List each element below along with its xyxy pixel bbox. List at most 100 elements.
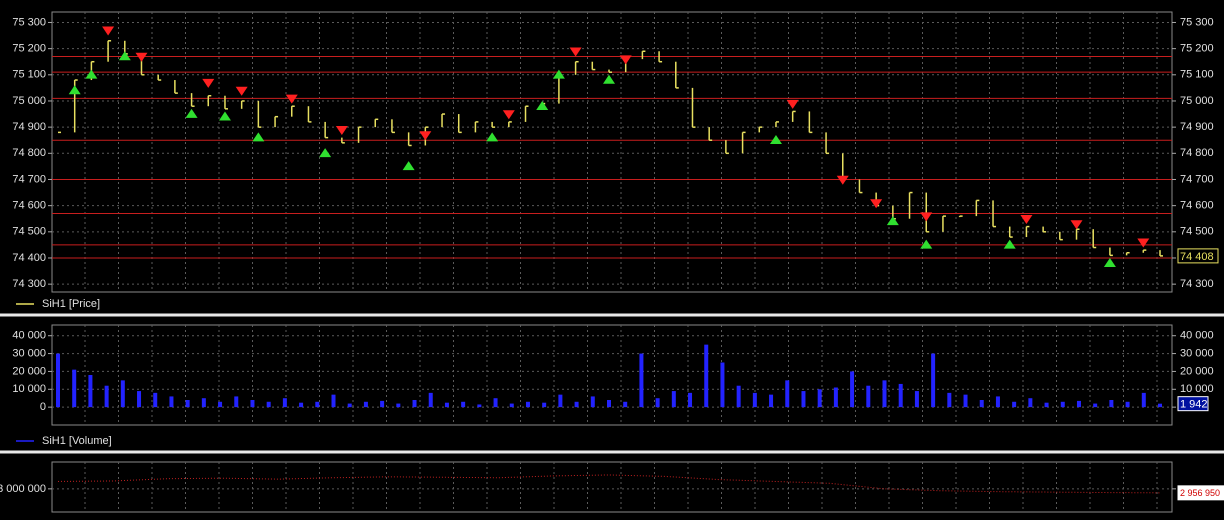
- volume-bar: [1109, 400, 1114, 408]
- volume-bar: [525, 401, 530, 408]
- volume-bar: [785, 380, 790, 408]
- last-value-label: 2 956 950: [1180, 488, 1220, 498]
- signal-marker: [252, 132, 265, 142]
- volume-bar: [769, 394, 774, 408]
- volume-bar: [266, 401, 271, 408]
- volume-bar: [720, 362, 725, 408]
- y-tick-label: 0: [40, 401, 46, 413]
- volume-bar: [995, 396, 1000, 408]
- volume-bar: [509, 403, 514, 408]
- y-tick-label: 75 200: [1180, 43, 1214, 55]
- y-tick-label: 75 000: [1180, 95, 1214, 107]
- legend-label: SiH1 [Price]: [42, 298, 100, 310]
- volume-bar: [218, 401, 223, 408]
- last-value-box: [1177, 485, 1224, 501]
- volume-bar: [331, 394, 336, 408]
- volume-bar: [315, 401, 320, 408]
- last-value-box: [1177, 396, 1209, 412]
- signal-marker: [1070, 220, 1083, 230]
- y-tick-label: 75 300: [1180, 16, 1214, 28]
- signal-marker: [419, 131, 432, 141]
- y-tick-label: 3 000 000: [0, 483, 46, 495]
- y-tick-label: 74 800: [1180, 147, 1214, 159]
- y-tick-label: 75 100: [12, 69, 46, 81]
- y-tick-label: 74 500: [1180, 226, 1214, 238]
- volume-bar: [137, 391, 142, 408]
- signal-marker: [920, 239, 933, 249]
- volume-bar: [363, 401, 368, 408]
- volume-bar: [1125, 401, 1130, 408]
- volume-bar: [817, 389, 822, 408]
- legend-label: SiH1 [Volume]: [42, 435, 112, 447]
- volume-bar: [380, 400, 385, 408]
- signal-marker: [870, 199, 883, 209]
- signal-marker: [1103, 257, 1116, 267]
- signal-marker: [1020, 214, 1033, 224]
- volume-bar: [396, 403, 401, 408]
- volume-bar: [898, 383, 903, 408]
- volume-bar: [882, 380, 887, 408]
- signal-marker: [85, 69, 98, 79]
- volume-bar: [234, 396, 239, 408]
- volume-bar: [56, 353, 60, 408]
- signal-marker: [135, 52, 148, 62]
- signal-marker: [502, 110, 515, 120]
- volume-bar: [931, 353, 936, 408]
- plot-frame: [51, 461, 1173, 513]
- volume-bar: [655, 398, 660, 408]
- plot-frame: [51, 11, 1173, 293]
- volume-bar: [72, 369, 77, 408]
- volume-bar: [639, 353, 644, 408]
- volume-bar: [120, 380, 125, 408]
- y-tick-label: 40 000: [12, 330, 46, 342]
- volume-bar: [688, 392, 693, 408]
- signal-marker: [235, 86, 248, 96]
- y-tick-label: 30 000: [1180, 347, 1214, 359]
- volume-bar: [201, 398, 206, 408]
- signal-marker: [886, 216, 899, 226]
- y-tick-label: 74 300: [12, 278, 46, 290]
- y-tick-label: 74 700: [12, 173, 46, 185]
- y-tick-label: 20 000: [1180, 365, 1214, 377]
- signal-marker: [836, 175, 849, 185]
- volume-bar: [1076, 400, 1081, 408]
- volume-bar: [444, 402, 449, 408]
- signal-marker: [185, 108, 198, 118]
- signal-marker: [552, 69, 565, 79]
- volume-bar: [412, 400, 417, 408]
- volume-bar: [801, 391, 806, 408]
- signal-marker: [603, 74, 615, 84]
- oi-line: [57, 474, 1161, 494]
- volume-bar: [623, 401, 628, 408]
- signal-marker: [202, 78, 215, 88]
- signal-marker: [285, 94, 298, 104]
- volume-bar: [914, 391, 919, 408]
- volume-bar: [979, 400, 984, 408]
- volume-bar: [866, 385, 871, 408]
- volume-bar: [752, 392, 757, 408]
- signal-marker: [402, 161, 415, 171]
- volume-bar: [590, 396, 595, 408]
- volume-bar: [833, 387, 838, 408]
- volume-bar: [1028, 398, 1033, 408]
- y-tick-label: 74 500: [12, 226, 46, 238]
- y-tick-label: 74 700: [1180, 173, 1214, 185]
- y-tick-label: 10 000: [1180, 383, 1214, 395]
- volume-bar: [461, 401, 466, 408]
- volume-bar: [558, 394, 563, 408]
- y-tick-label: 20 000: [12, 365, 46, 377]
- y-tick-label: 40 000: [1180, 330, 1214, 342]
- volume-bar: [542, 402, 547, 408]
- signal-marker: [68, 85, 81, 95]
- y-tick-label: 10 000: [12, 383, 46, 395]
- signal-marker: [102, 26, 115, 36]
- volume-bar: [1044, 402, 1049, 408]
- y-tick-label: 74 900: [12, 121, 46, 133]
- volume-bar: [1158, 403, 1162, 408]
- volume-bar: [607, 400, 611, 408]
- signal-marker: [569, 47, 582, 57]
- signal-marker: [335, 125, 348, 135]
- y-tick-label: 75 100: [1180, 69, 1214, 81]
